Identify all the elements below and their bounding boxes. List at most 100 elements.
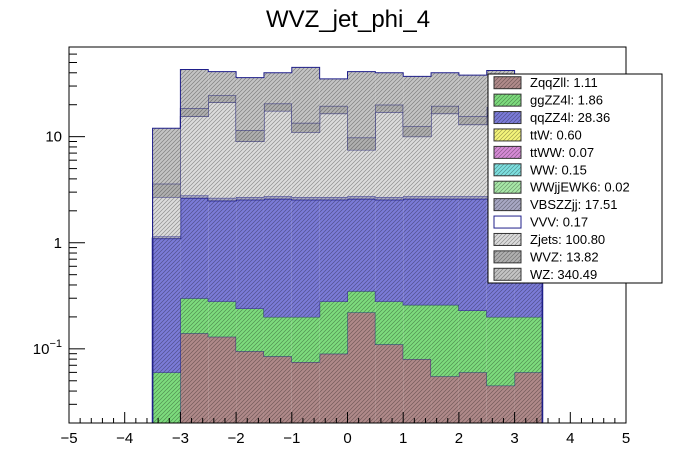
- legend-entry-ggzz4l: ggZZ4l: 1.86: [530, 93, 603, 108]
- bar-ggzz4l-bin-4: [263, 316, 292, 357]
- legend-entry-ttww: ttWW: 0.07: [530, 145, 594, 160]
- bar-zqqzll-bin-7: [347, 312, 376, 423]
- bar-wvz-bin-9: [403, 126, 432, 137]
- bar-qqzz4l-bin-11: [458, 198, 487, 311]
- stack-layer-ggzz4l: [152, 290, 543, 423]
- bar-qqzz4l-bin-7: [347, 198, 376, 292]
- bar-qqzz4l-bin-6: [319, 199, 348, 302]
- x-tick-label: −3: [172, 430, 189, 447]
- bar-qqzz4l-bin-10: [431, 198, 459, 305]
- legend-swatch-zqqzll: [493, 76, 522, 90]
- bar-ggzz4l-bin-12: [486, 316, 515, 386]
- y-tick-label: 10−1: [33, 338, 62, 358]
- legend-entry-wwjjewk6: WWjjEWK6: 0.02: [530, 180, 630, 195]
- bar-wvz-bin-5: [291, 122, 320, 133]
- bar-wz-bin-9: [403, 76, 432, 127]
- bar-ggzz4l-bin-3: [236, 308, 264, 352]
- legend-swatch-qqzz4l: [493, 111, 522, 125]
- bar-zqqzll-bin-1: [180, 333, 209, 423]
- x-tick-label: 4: [566, 430, 574, 447]
- bar-wz-bin-6: [319, 78, 348, 106]
- bar-zjets-bin-5: [291, 132, 320, 197]
- x-tick-label: 5: [622, 430, 630, 447]
- bar-wz-bin-0: [152, 128, 181, 184]
- bar-wz-bin-1: [180, 69, 209, 109]
- bar-vbszzjj-bin-4: [263, 196, 292, 199]
- bar-ggzz4l-bin-11: [458, 310, 487, 373]
- bar-wz-bin-5: [291, 67, 320, 123]
- bar-ggzz4l-bin-10: [431, 304, 459, 377]
- bar-zjets-bin-6: [319, 113, 348, 197]
- bar-zqqzll-bin-10: [431, 376, 459, 423]
- bar-wvz-bin-0: [152, 183, 181, 197]
- y-tick-label: 1: [54, 235, 62, 252]
- x-tick-label: −1: [283, 430, 300, 447]
- bar-vbszzjj-bin-0: [152, 236, 181, 239]
- legend-swatch-vvv: [493, 215, 522, 229]
- bar-qqzz4l-bin-5: [291, 199, 320, 317]
- bar-zqqzll-bin-9: [403, 359, 432, 423]
- bar-zqqzll-bin-3: [236, 351, 264, 423]
- bar-qqzz4l-bin-0: [152, 238, 181, 373]
- bar-qqzz4l-bin-9: [403, 198, 432, 305]
- bar-qqzz4l-bin-8: [375, 199, 404, 302]
- bar-wvz-bin-8: [375, 104, 404, 113]
- bar-ggzz4l-bin-2: [208, 301, 237, 337]
- bar-zjets-bin-0: [152, 196, 181, 237]
- bar-zjets-bin-4: [263, 110, 292, 197]
- bar-wz-bin-10: [431, 72, 459, 106]
- bar-zqqzll-bin-11: [458, 372, 487, 423]
- x-tick-label: 1: [399, 430, 407, 447]
- y-tick-label: 10: [45, 129, 62, 146]
- x-tick-label: 2: [455, 430, 463, 447]
- chart-title: WVZ_jet_phi_4: [266, 6, 430, 33]
- histogram-stack: [151, 66, 544, 424]
- bar-zjets-bin-7: [347, 149, 376, 197]
- bar-zqqzll-bin-5: [291, 362, 320, 423]
- y-axis: 10−1 1 10: [33, 46, 85, 424]
- bar-vbszzjj-bin-5: [291, 196, 320, 200]
- bar-wvz-bin-7: [347, 137, 376, 150]
- legend-swatch-wz: [493, 267, 522, 281]
- bar-zjets-bin-9: [403, 136, 432, 197]
- legend-entry-wvz: WVZ: 13.82: [530, 249, 599, 264]
- bar-zqqzll-bin-12: [486, 385, 515, 423]
- bar-ggzz4l-bin-9: [403, 304, 432, 360]
- bar-qqzz4l-bin-3: [236, 199, 264, 309]
- bar-wz-bin-11: [458, 75, 487, 117]
- bar-qqzz4l-bin-2: [208, 200, 237, 302]
- legend-entry-vbszzjj: VBSZZjj: 17.51: [530, 197, 617, 212]
- legend-box: [487, 73, 663, 284]
- legend-swatch-ttw: [493, 128, 522, 142]
- legend-entry-zjets: Zjets: 100.80: [530, 232, 605, 247]
- bar-zjets-bin-3: [236, 141, 264, 197]
- legend-entry-vvv: VVV: 0.17: [530, 215, 588, 230]
- bar-wvz-bin-4: [263, 103, 292, 111]
- legend-entry-ww: WW: 0.15: [530, 162, 587, 177]
- legend-swatch-ww: [493, 163, 522, 177]
- legend-entry-ttw: ttW: 0.60: [530, 127, 582, 142]
- bar-ggzz4l-bin-7: [347, 291, 376, 313]
- x-axis: −5 −4 −3 −2 −1 0 1 2 3 4 5: [60, 412, 630, 447]
- bar-wz-bin-3: [236, 77, 264, 131]
- bar-wz-bin-2: [208, 71, 237, 96]
- bar-ggzz4l-bin-5: [291, 316, 320, 363]
- bar-zjets-bin-1: [180, 116, 209, 196]
- legend-swatch-ttww: [493, 145, 522, 159]
- bar-ggzz4l-bin-0: [152, 372, 181, 423]
- x-tick-label: −2: [228, 430, 245, 447]
- legend-entry-wz: WZ: 340.49: [530, 267, 597, 282]
- bar-zqqzll-bin-8: [375, 344, 404, 423]
- x-tick-label: −4: [116, 430, 133, 447]
- legend: ZqqZll: 1.11 ggZZ4l: 1.86 qqZZ4l: 28.36 ttW…: [487, 73, 663, 284]
- bar-zqqzll-bin-13: [514, 372, 543, 423]
- bar-vbszzjj-bin-10: [431, 196, 459, 199]
- bar-wz-bin-8: [375, 72, 404, 105]
- x-tick-label: 0: [343, 430, 351, 447]
- legend-entry-qqzz4l: qqZZ4l: 28.36: [530, 110, 610, 125]
- bar-vbszzjj-bin-8: [375, 196, 404, 200]
- stack-layer-zqqzll: [152, 312, 543, 424]
- bar-vbszzjj-bin-1: [180, 195, 209, 198]
- legend-swatch-wvz: [493, 250, 522, 264]
